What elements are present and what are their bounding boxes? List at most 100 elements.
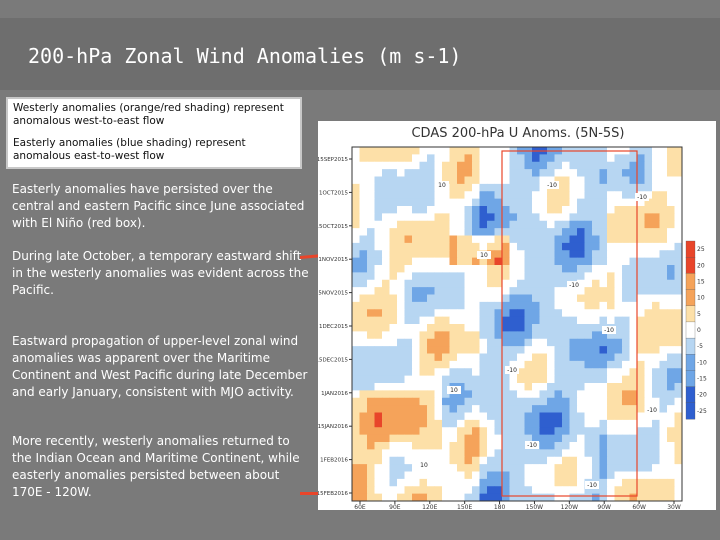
field-cell [539,169,548,177]
field-cell [614,346,623,354]
field-cell [442,331,450,340]
field-cell [457,324,465,332]
y-tick-label: 15NOV2015 [318,291,348,297]
field-cell [352,346,360,354]
field-cell [674,250,683,259]
field-cell [599,478,608,487]
field-cell [569,257,578,266]
field-cell [539,279,548,288]
field-cell [667,427,675,436]
field-cell [494,471,503,480]
field-cell [389,309,398,318]
field-cell [479,397,488,406]
field-cell [652,294,660,303]
field-cell [502,434,510,443]
field-cell [584,161,593,170]
field-cell [419,279,428,288]
field-cell [607,316,615,325]
field-cell [554,338,563,347]
field-cell [584,493,593,502]
y-tick-label: 1NOV2015 [318,257,348,263]
field-cell [434,397,443,406]
field-cell [352,449,360,458]
field-cell [524,169,533,177]
x-tick-label: 30W [667,504,681,510]
field-cell [419,471,428,480]
x-tick-label: 120E [422,504,437,510]
field-cell [464,279,473,288]
field-cell [644,464,653,472]
field-cell [434,301,443,310]
field-cell [607,405,615,413]
field-cell [487,316,495,325]
field-cell [659,294,668,303]
field-cell [404,478,413,487]
field-cell [659,206,668,214]
field-cell [569,272,578,281]
field-cell [434,375,443,384]
field-cell [592,493,600,502]
field-cell [667,331,675,340]
field-cell [449,279,458,288]
field-cell [592,287,600,295]
field-cell [374,419,383,428]
field-cell [472,360,480,369]
field-cell [434,287,443,295]
field-cell [434,272,443,281]
field-cell [442,383,450,391]
field-cell [397,301,405,310]
field-cell [442,324,450,332]
field-cell [652,442,660,450]
field-cell [442,213,450,222]
field-cell [434,419,443,428]
field-cell [389,353,398,362]
field-cell [479,427,488,436]
field-cell [382,427,390,436]
field-cell [367,309,375,318]
field-cell [502,390,510,399]
field-cell [674,272,683,281]
field-cell [472,301,480,310]
field-cell [419,265,428,273]
field-cell [412,279,420,288]
field-cell [674,419,683,428]
field-cell [359,346,368,354]
field-cell [389,419,398,428]
field-cell [644,228,653,236]
field-cell [607,176,615,185]
field-cell [389,456,398,465]
field-cell [374,279,383,288]
field-cell [637,213,645,222]
field-cell [382,183,390,192]
field-cell [637,419,645,428]
field-cell [562,324,570,332]
field-cell [554,235,563,244]
field-cell [577,397,585,406]
field-cell [554,456,563,465]
field-cell [389,228,398,236]
field-cell [382,242,390,251]
field-cell [539,206,548,214]
field-cell [509,198,518,207]
field-cell [659,338,668,347]
field-cell [674,464,683,472]
field-cell [674,360,683,369]
field-cell [487,493,495,502]
el-nino-box [501,150,638,497]
field-cell [614,257,623,266]
field-cell [674,346,683,354]
field-cell [659,316,668,325]
field-cell [397,206,405,214]
field-cell [509,191,518,200]
field-cell [667,265,675,273]
field-cell [637,449,645,458]
field-cell [532,478,540,487]
field-cell [584,353,593,362]
field-cell [449,301,458,310]
field-cell [614,427,623,436]
field-cell [442,147,450,155]
field-cell [532,375,540,384]
field-cell [397,390,405,399]
field-cell [562,154,570,163]
field-cell [607,183,615,192]
